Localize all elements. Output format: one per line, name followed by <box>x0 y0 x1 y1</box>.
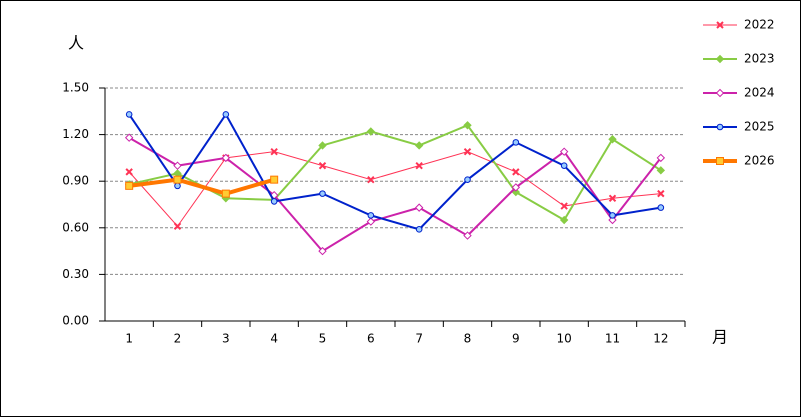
x-tick-label: 3 <box>222 332 230 346</box>
marker <box>716 21 724 29</box>
marker-x <box>270 147 278 156</box>
marker <box>414 141 424 150</box>
marker <box>173 222 182 230</box>
marker-x <box>173 222 182 230</box>
x-tick-label: 9 <box>512 332 520 346</box>
y-axis-label: 人 <box>68 34 84 53</box>
marker <box>715 54 725 64</box>
marker-x <box>367 175 375 184</box>
marker <box>657 189 665 198</box>
marker <box>656 166 666 175</box>
series-line <box>128 112 661 231</box>
x-tick-label: 11 <box>605 332 620 346</box>
x-tick-label: 1 <box>125 332 133 346</box>
marker <box>125 168 133 176</box>
marker <box>318 141 327 150</box>
x-tick-label: 6 <box>367 332 375 346</box>
marker <box>124 133 134 142</box>
marker <box>367 212 375 219</box>
marker <box>608 215 617 225</box>
marker <box>221 153 231 163</box>
y-tick-label: 1.50 <box>62 81 89 95</box>
marker <box>560 202 568 210</box>
marker <box>715 88 725 98</box>
legend-label: 2024 <box>744 86 775 100</box>
marker <box>559 215 569 225</box>
legend-label: 2023 <box>744 52 775 66</box>
marker <box>173 161 182 170</box>
marker <box>716 123 724 131</box>
marker-x <box>415 161 423 170</box>
legend-label: 2022 <box>744 18 775 32</box>
marker <box>464 176 471 183</box>
marker <box>270 175 279 184</box>
legend-label: 2026 <box>744 154 775 168</box>
x-axis-label: 月 <box>712 328 728 347</box>
marker <box>367 175 375 184</box>
marker <box>560 162 568 169</box>
marker <box>415 226 423 233</box>
marker-x <box>463 147 472 156</box>
marker-x <box>125 168 133 176</box>
marker <box>221 189 230 198</box>
marker <box>559 147 569 156</box>
marker <box>415 161 423 170</box>
x-tick-label: 12 <box>653 332 668 346</box>
marker <box>270 147 278 156</box>
marker-x <box>716 21 724 29</box>
legend-label: 2025 <box>744 120 775 134</box>
marker <box>609 212 616 219</box>
marker <box>657 204 665 211</box>
marker <box>222 111 230 118</box>
marker <box>318 161 327 170</box>
series-line <box>128 136 662 253</box>
y-tick-label: 0.90 <box>62 174 89 188</box>
marker-x <box>608 194 617 202</box>
marker <box>270 198 278 205</box>
marker <box>608 135 617 144</box>
x-tick-label: 5 <box>319 332 327 346</box>
marker <box>656 153 666 163</box>
y-tick-label: 0.60 <box>62 220 89 234</box>
x-tick-label: 7 <box>415 332 423 346</box>
x-tick-label: 8 <box>464 332 472 346</box>
marker-x <box>512 168 520 176</box>
marker <box>463 147 472 156</box>
marker <box>463 231 472 240</box>
x-tick-label: 2 <box>174 332 182 346</box>
marker <box>319 190 326 197</box>
y-tick-label: 0.00 <box>62 314 89 328</box>
marker <box>608 194 617 202</box>
marker-x <box>318 161 327 170</box>
marker <box>318 246 327 256</box>
x-tick-label: 4 <box>270 332 278 346</box>
marker-x <box>560 202 568 210</box>
marker-x <box>657 189 665 198</box>
marker <box>463 121 472 130</box>
marker <box>174 182 181 190</box>
marker <box>512 139 520 146</box>
marker <box>511 183 521 192</box>
marker <box>173 175 182 184</box>
marker <box>366 217 376 226</box>
marker <box>414 203 424 212</box>
series-line <box>128 177 275 196</box>
x-tick-label: 10 <box>557 332 572 346</box>
y-tick-label: 0.30 <box>62 267 89 281</box>
marker <box>366 127 376 136</box>
marker <box>716 157 724 165</box>
y-tick-label: 1.20 <box>62 127 89 141</box>
marker <box>125 181 134 190</box>
marker <box>512 168 520 176</box>
series-line <box>128 124 662 222</box>
marker <box>125 111 133 118</box>
